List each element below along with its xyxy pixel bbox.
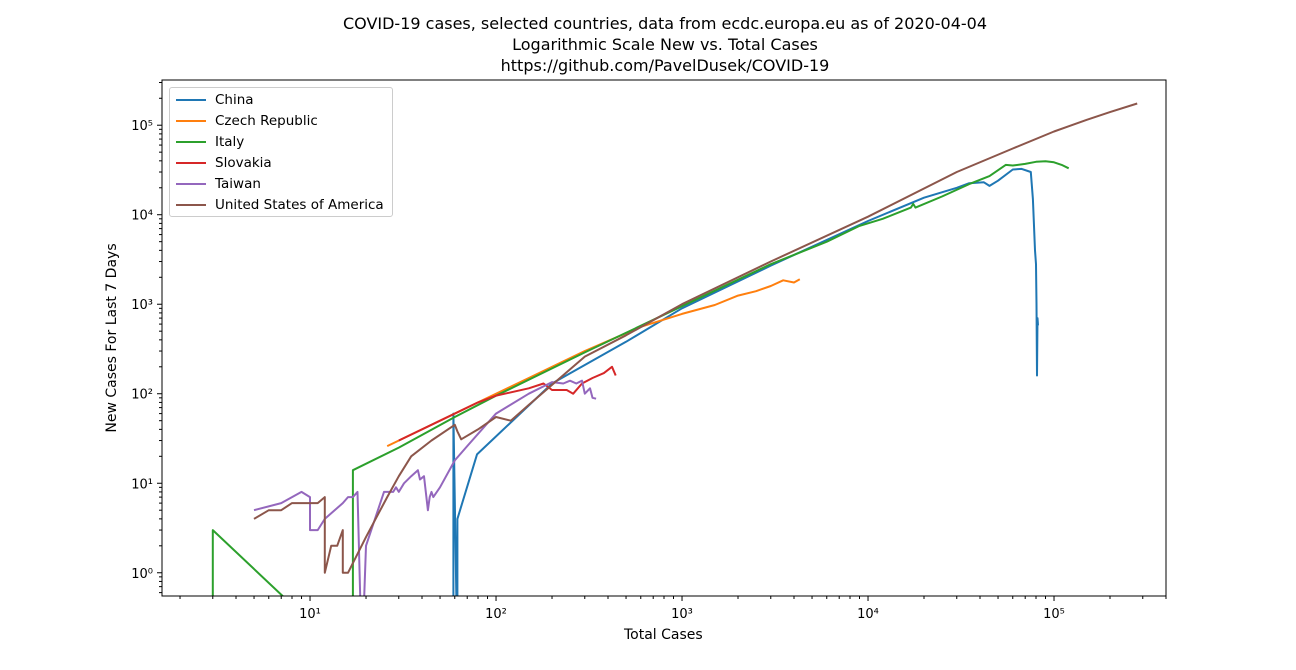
y-tick-label: 10⁰ <box>131 567 153 582</box>
y-tick-label: 10³ <box>131 298 153 313</box>
y-axis-label: New Cases For Last 7 Days <box>104 243 120 433</box>
legend-item: Italy <box>176 132 244 152</box>
legend-item: Slovakia <box>176 153 272 173</box>
legend-item: China <box>176 90 254 110</box>
x-tick-label: 10⁴ <box>857 607 879 622</box>
legend-item: United States of America <box>176 195 384 215</box>
series-line-5 <box>253 102 1138 574</box>
chart-source: https://github.com/PavelDusek/COVID-19 <box>500 56 830 75</box>
chart-subtitle: Logarithmic Scale New vs. Total Cases <box>512 35 818 54</box>
legend: China Czech Republic Italy Slovakia Taiwan Un… <box>169 87 393 217</box>
legend-item: Czech Republic <box>176 111 318 131</box>
y-axis-ticks: 10⁰ 10¹ 10² 10³ 10⁴ 10⁵ <box>131 82 162 594</box>
x-axis-label: Total Cases <box>624 627 703 643</box>
legend-swatch <box>176 162 206 164</box>
legend-swatch <box>176 141 206 143</box>
series-line-0 <box>452 167 1039 596</box>
legend-label: United States of America <box>215 197 384 213</box>
legend-item: Taiwan <box>176 174 261 194</box>
y-tick-label: 10¹ <box>131 477 153 492</box>
legend-label: Czech Republic <box>215 113 318 129</box>
y-tick-label: 10⁴ <box>131 209 153 224</box>
legend-label: Taiwan <box>215 176 261 192</box>
x-axis-ticks: 10¹ 10² 10³ 10⁴ 10⁵ <box>179 596 1167 622</box>
legend-swatch <box>176 183 206 185</box>
legend-label: China <box>215 92 254 108</box>
series-line-4 <box>253 379 597 596</box>
series-line-2 <box>211 160 1070 596</box>
x-tick-label: 10³ <box>671 607 693 622</box>
legend-swatch <box>176 99 206 101</box>
y-tick-label: 10² <box>131 388 153 403</box>
y-tick-label: 10⁵ <box>131 119 153 134</box>
x-tick-label: 10² <box>485 607 507 622</box>
series-lines <box>211 102 1138 596</box>
legend-label: Slovakia <box>215 155 272 171</box>
x-tick-label: 10⁵ <box>1043 607 1065 622</box>
series-line-3 <box>398 365 617 442</box>
legend-label: Italy <box>215 134 245 150</box>
chart-title: COVID-19 cases, selected countries, data… <box>342 14 988 33</box>
legend-swatch <box>176 204 206 206</box>
legend-swatch <box>176 120 206 122</box>
x-tick-label: 10¹ <box>299 607 321 622</box>
